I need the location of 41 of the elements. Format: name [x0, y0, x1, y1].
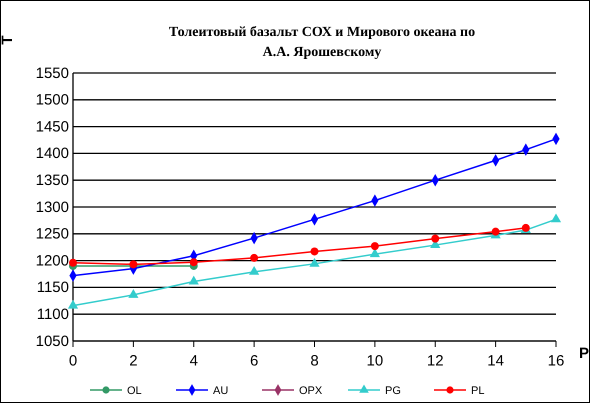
y-tick-label: 1300 [36, 198, 69, 216]
point [492, 228, 500, 236]
x-tick-label: 4 [190, 352, 198, 370]
y-tick-label: 1450 [36, 118, 69, 136]
point [431, 234, 440, 243]
x-tick-label: 16 [548, 352, 564, 370]
y-tick-label: 1500 [36, 92, 69, 109]
legend-label: OPX [299, 385, 323, 397]
x-tick-label: 6 [250, 352, 258, 370]
x-tick-label: 14 [487, 352, 504, 370]
y-tick-label: 1050 [36, 332, 69, 350]
legend-label: PL [471, 385, 484, 397]
point [68, 300, 78, 309]
y-axis-title: T [0, 35, 16, 45]
point [69, 258, 77, 267]
y-tick-label: 1250 [36, 226, 69, 243]
chart-title: Толеитовый базальт СОХ и Мирового океана по А.А. Ярошевскому [168, 25, 476, 60]
x-tick-label: 10 [366, 352, 384, 370]
point [250, 254, 258, 262]
y-tick-label: 1150 [36, 279, 69, 296]
point [310, 248, 318, 256]
x-tick-label: 2 [129, 352, 138, 370]
point [188, 276, 199, 284]
point [249, 266, 260, 275]
y-tick-label: 1400 [36, 145, 69, 162]
legend-label: AU [213, 385, 228, 397]
point [309, 258, 320, 267]
point [550, 213, 562, 222]
legend-label: PG [385, 385, 401, 397]
point [128, 289, 138, 298]
y-tick-label: 1550 [36, 64, 69, 82]
x-tick-label: 8 [310, 352, 319, 370]
x-axis-title: P [578, 345, 590, 362]
y-tick-label: 1350 [36, 172, 69, 189]
x-tick-label: 0 [68, 352, 78, 370]
point [370, 242, 379, 250]
point [190, 258, 198, 266]
x-tick-label: 12 [426, 352, 444, 370]
y-tick-label: 1200 [36, 252, 69, 270]
y-tick-label: 1100 [36, 306, 69, 323]
legend-label: OL [127, 385, 142, 397]
